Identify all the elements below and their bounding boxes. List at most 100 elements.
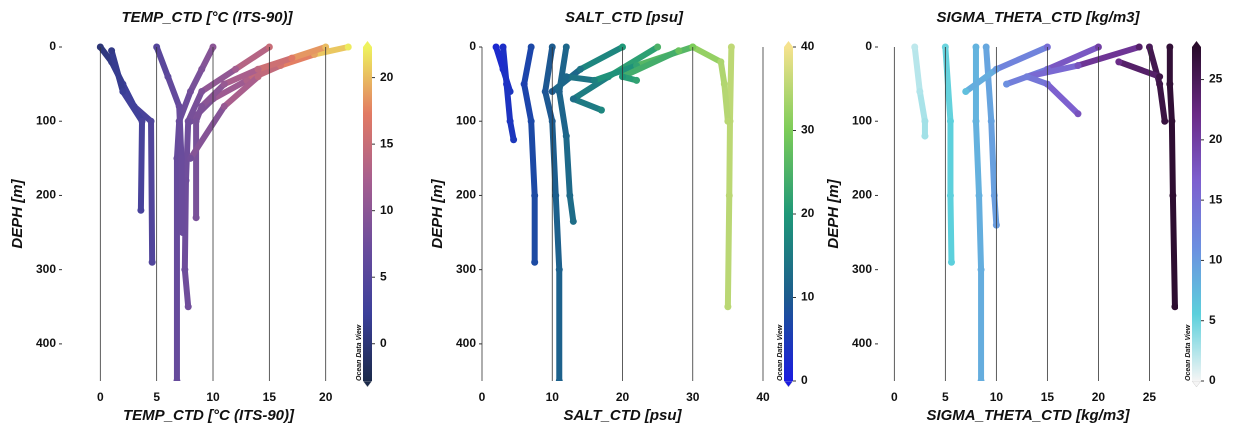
watermark: Ocean Data View: [1185, 324, 1192, 381]
data-point: [520, 80, 528, 88]
profile-segment: [916, 88, 928, 125]
profile-segment: [178, 155, 186, 236]
data-point: [724, 117, 732, 125]
profile-segment: [942, 44, 954, 125]
data-point: [569, 95, 577, 103]
data-point: [990, 191, 998, 199]
data-point: [1166, 80, 1174, 88]
data-point: [499, 65, 507, 73]
data-point: [184, 117, 192, 125]
data-point: [1169, 191, 1177, 199]
profile-segment: [689, 44, 724, 65]
data-point: [946, 191, 954, 199]
data-point: [177, 154, 185, 162]
data-point: [220, 80, 228, 88]
x-tick-label: 0: [479, 390, 486, 404]
data-point: [562, 73, 570, 81]
y-axis-label: DEPH [m]: [429, 178, 446, 248]
colorbar-end: [783, 380, 794, 388]
x-tick-label: 10: [990, 390, 1004, 404]
colorbar-tick-label: 40: [801, 39, 815, 53]
data-point: [527, 117, 535, 125]
x-tick-label: 20: [319, 390, 333, 404]
x-axis-label: SIGMA_THETA_CTD [kg/m3]: [926, 407, 1130, 424]
y-tick-label: 100: [852, 113, 872, 127]
data-point: [1171, 303, 1178, 311]
profile-segment: [591, 62, 640, 84]
profile-segment: [993, 44, 1051, 73]
profile-segment: [563, 133, 573, 199]
data-point: [1074, 62, 1082, 70]
data-point: [633, 76, 641, 84]
data-point: [506, 117, 514, 125]
x-tick-label: 10: [546, 390, 560, 404]
y-axis-label: DEPH [m]: [825, 178, 842, 248]
data-point: [527, 43, 535, 51]
data-point: [972, 43, 980, 51]
profile-segment: [148, 118, 156, 266]
x-tick-label: 25: [1143, 390, 1157, 404]
y-tick-label: 300: [852, 262, 872, 276]
colorbar-tick-label: 10: [380, 203, 394, 217]
colorbar-tick-label: 10: [1209, 253, 1223, 267]
data-point: [977, 266, 985, 274]
profile-segment: [717, 58, 728, 88]
profile-segment: [721, 81, 731, 125]
profile-segment: [210, 77, 250, 102]
profile-segment: [570, 95, 605, 114]
profile-segment: [493, 44, 507, 73]
data-point: [344, 43, 352, 51]
data-point: [1115, 58, 1123, 66]
y-tick-label: 0: [469, 39, 476, 53]
x-tick-label: 20: [1092, 390, 1106, 404]
profile-segment: [153, 44, 171, 80]
colorbar-tick-label: 30: [801, 123, 815, 137]
data-point: [1003, 80, 1011, 88]
profile-segment: [187, 103, 228, 162]
profile-segment: [1023, 73, 1051, 88]
colorbar: [784, 47, 793, 381]
watermark: Ocean Data View: [777, 324, 784, 381]
data-point: [724, 303, 732, 311]
data-point: [1156, 73, 1164, 81]
profile-segment: [1168, 118, 1176, 199]
data-point: [510, 136, 518, 144]
profile-segment: [288, 44, 329, 62]
profile-segment: [185, 88, 205, 125]
profile-segment: [1166, 81, 1175, 125]
profile-segment: [1044, 44, 1102, 73]
data-point: [186, 88, 194, 96]
profile-segment: [1115, 58, 1163, 80]
colorbar-end: [363, 41, 372, 47]
data-point: [220, 102, 228, 110]
y-tick-label: 100: [456, 113, 476, 127]
data-layer: [492, 43, 735, 381]
chart-title: SALT_CTD [psu]: [565, 9, 684, 26]
profile-segment: [521, 81, 535, 125]
profile-segment: [108, 47, 126, 95]
profile-segment: [182, 118, 192, 184]
chart-title: SIGMA_THETA_CTD [kg/m3]: [936, 9, 1140, 26]
profile-segment: [549, 66, 584, 95]
data-point: [198, 88, 206, 96]
profile-segment: [972, 118, 983, 199]
y-tick-label: 200: [36, 188, 56, 202]
data-point: [148, 258, 156, 266]
y-tick-label: 100: [36, 113, 56, 127]
colorbar-tick-label: 20: [380, 70, 394, 84]
watermark: Ocean Data View: [356, 324, 363, 381]
profile-segment: [137, 118, 146, 214]
data-point: [499, 43, 507, 51]
data-point: [119, 88, 127, 96]
data-point: [562, 132, 570, 140]
data-point: [164, 73, 172, 81]
data-point: [972, 117, 980, 125]
y-tick-label: 300: [456, 262, 476, 276]
data-layer: [911, 43, 1178, 381]
data-point: [727, 43, 735, 51]
profile-segment: [988, 118, 998, 199]
profile-segment: [500, 66, 514, 95]
colorbar-tick-label: 5: [1209, 313, 1216, 327]
data-point: [1023, 73, 1031, 81]
